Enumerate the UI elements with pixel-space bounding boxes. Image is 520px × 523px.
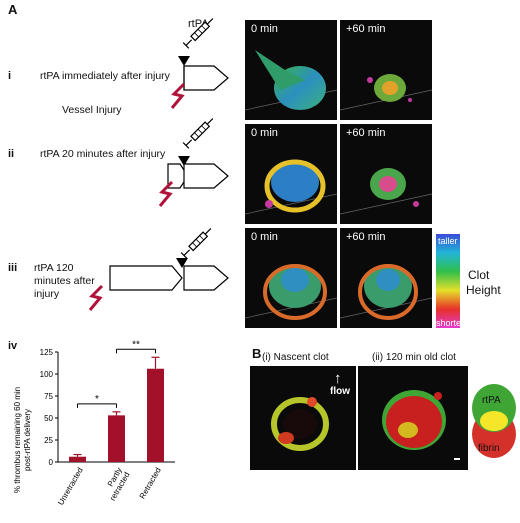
panel-b-left-title: (i) Nascent clot bbox=[262, 352, 329, 363]
vessel-injury-label: Vessel Injury bbox=[62, 104, 122, 116]
venn-legend bbox=[472, 384, 516, 458]
image-row-iii-0min: 0 min bbox=[245, 228, 337, 328]
row-iii-condition-3: injury bbox=[34, 288, 60, 300]
image-nascent-clot: ↑ flow bbox=[250, 366, 356, 470]
image-row-ii-60min: +60 min bbox=[340, 124, 432, 224]
row-ii-roman: ii bbox=[8, 148, 15, 160]
injury-bolt-icon bbox=[170, 82, 186, 109]
row-i-schematic bbox=[178, 18, 229, 91]
time-label: +60 min bbox=[346, 231, 386, 243]
y-axis-label-1: % thrombus remaining 60 min bbox=[13, 387, 22, 493]
time-label: 0 min bbox=[251, 231, 278, 243]
injury-bolt-icon bbox=[88, 284, 104, 311]
significance-label: ** bbox=[132, 340, 140, 350]
time-label: 0 min bbox=[251, 23, 278, 35]
y-tick-label: 0 bbox=[49, 458, 54, 467]
time-label: +60 min bbox=[346, 23, 386, 35]
image-row-ii-0min: 0 min bbox=[245, 124, 337, 224]
flow-label: flow bbox=[330, 386, 350, 397]
panel-b-right-title: (ii) 120 min old clot bbox=[372, 352, 456, 363]
syringe-icon bbox=[182, 18, 214, 49]
row-i-condition: rtPA immediately after injury bbox=[40, 70, 170, 82]
row-iii-roman: iii bbox=[8, 262, 18, 274]
bar-chart: % thrombus remaining 60 min post-rtPA de… bbox=[13, 340, 175, 507]
row-iii-schematic bbox=[109, 228, 229, 291]
row-ii-condition: rtPA 20 minutes after injury bbox=[40, 148, 166, 160]
panel-iv-roman: iv bbox=[8, 340, 18, 352]
colorbar-bottom-label: shorter bbox=[436, 318, 465, 328]
row-ii-schematic bbox=[167, 118, 229, 189]
panel-a-letter: A bbox=[8, 2, 18, 17]
x-tick-label: Retracted bbox=[138, 466, 163, 501]
y-tick-label: 50 bbox=[44, 414, 53, 423]
x-tick-label: Partlyretracted bbox=[100, 466, 131, 502]
y-tick-label: 125 bbox=[40, 348, 54, 357]
colorbar-top-label: taller bbox=[438, 236, 458, 246]
syringe-icon bbox=[182, 118, 214, 149]
image-row-i-60min: +60 min bbox=[340, 20, 432, 120]
image-row-iii-60min: +60 min bbox=[340, 228, 432, 328]
y-tick-label: 75 bbox=[44, 392, 53, 401]
y-tick-label: 25 bbox=[44, 436, 53, 445]
x-tick-label: Unretracted bbox=[56, 466, 85, 507]
flow-arrow-icon: ↑ bbox=[334, 370, 342, 387]
image-row-i-0min: 0 min bbox=[245, 20, 337, 120]
row-iii-condition-2: minutes after bbox=[34, 275, 95, 287]
y-tick-label: 100 bbox=[40, 370, 54, 379]
row-iii-condition-1: rtPA 120 bbox=[34, 262, 74, 274]
significance-label: * bbox=[95, 394, 99, 405]
panel-b-letter: B bbox=[252, 346, 262, 361]
venn-top-label: rtPA bbox=[482, 395, 501, 406]
height-colorbar bbox=[436, 234, 460, 328]
bar bbox=[108, 415, 125, 462]
y-axis-label-2: post-rtPA delivery bbox=[23, 409, 32, 471]
bar bbox=[69, 456, 86, 462]
time-label: 0 min bbox=[251, 127, 278, 139]
venn-bottom-label: fibrin bbox=[478, 443, 500, 454]
colorbar-title-2: Height bbox=[466, 283, 501, 297]
injury-bolt-icon bbox=[158, 180, 174, 207]
row-i-roman: i bbox=[8, 70, 12, 82]
bar bbox=[147, 368, 164, 462]
colorbar-title-1: Clot bbox=[468, 268, 490, 282]
image-old-clot bbox=[358, 366, 468, 470]
syringe-icon bbox=[180, 228, 212, 259]
time-label: +60 min bbox=[346, 127, 386, 139]
